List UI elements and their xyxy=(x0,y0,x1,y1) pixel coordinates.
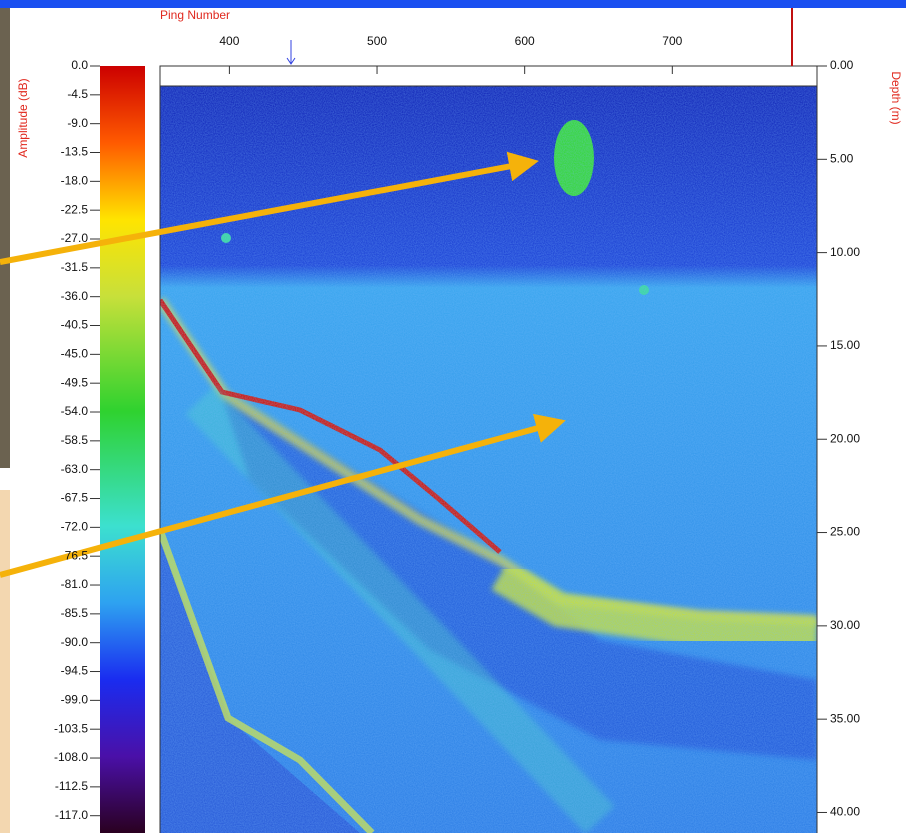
colorbar-tick-label: -94.5 xyxy=(61,664,89,678)
x-tick-label: 700 xyxy=(662,34,682,48)
colorbar-tick-label: -63.0 xyxy=(61,462,89,476)
colorbar-tick-label: -22.5 xyxy=(61,202,89,216)
y-tick-label: 0.00 xyxy=(830,58,854,72)
colorbar-tick-label: -9.0 xyxy=(67,116,88,130)
annotation-arrow xyxy=(0,413,566,578)
colorbar-tick-label: 0.0 xyxy=(71,58,88,72)
echogram-image xyxy=(160,86,817,833)
y-axis-label: Depth (m) xyxy=(889,71,903,124)
y-tick-label: 5.00 xyxy=(830,151,854,165)
x-axis-label: Ping Number xyxy=(160,8,230,22)
colorbar-tick-label: -27.0 xyxy=(61,231,89,245)
colorbar-tick-label: -103.5 xyxy=(54,721,88,735)
ping-cursor xyxy=(286,40,296,65)
colorbar-tick-label: -58.5 xyxy=(61,433,89,447)
colorbar-tick-label: -54.0 xyxy=(61,404,89,418)
y-tick-label: 35.00 xyxy=(830,711,860,725)
colorbar-tick-label: -108.0 xyxy=(54,750,88,764)
colorbar xyxy=(100,66,145,833)
colorbar-tick-label: -13.5 xyxy=(61,145,89,159)
colorbar-tick-label: -85.5 xyxy=(61,606,89,620)
colorbar-tick-label: -49.5 xyxy=(61,375,89,389)
y-tick-label: 40.00 xyxy=(830,805,860,819)
colorbar-tick-label: -36.0 xyxy=(61,289,89,303)
x-tick-label: 500 xyxy=(367,34,387,48)
colorbar-tick-label: -90.0 xyxy=(61,635,89,649)
colorbar-tick-label: 76.5 xyxy=(65,548,89,562)
colorbar-tick-label: -81.0 xyxy=(61,577,89,591)
y-tick-label: 25.00 xyxy=(830,525,860,539)
top-frame xyxy=(0,0,906,8)
colorbar-tick-label: -117.0 xyxy=(55,808,88,822)
colorbar-tick-label: -40.5 xyxy=(61,318,89,332)
colorbar-tick-label: -31.5 xyxy=(61,260,89,274)
colorbar-tick-label: -4.5 xyxy=(67,87,88,101)
colorbar-tick-label: -45.0 xyxy=(61,347,89,361)
x-tick-label: 600 xyxy=(515,34,535,48)
annotation-arrow xyxy=(0,151,539,265)
colorbar-tick-label: -72.0 xyxy=(61,520,89,534)
colorbar-tick-label: -18.0 xyxy=(61,174,89,188)
y-tick-label: 30.00 xyxy=(830,618,860,632)
colorbar-tick-label: -99.0 xyxy=(61,693,89,707)
colorbar-label: Amplitude (dB) xyxy=(16,78,30,157)
y-tick-label: 20.00 xyxy=(830,431,860,445)
colorbar-tick-label: -112.5 xyxy=(55,779,88,793)
x-axis-box xyxy=(159,65,818,87)
y-tick-label: 10.00 xyxy=(830,245,860,259)
x-tick-label: 400 xyxy=(219,34,239,48)
y-tick-label: 15.00 xyxy=(830,338,860,352)
side-photo xyxy=(0,8,10,468)
colorbar-tick-label: -67.5 xyxy=(61,491,89,505)
side-photo xyxy=(0,490,10,833)
